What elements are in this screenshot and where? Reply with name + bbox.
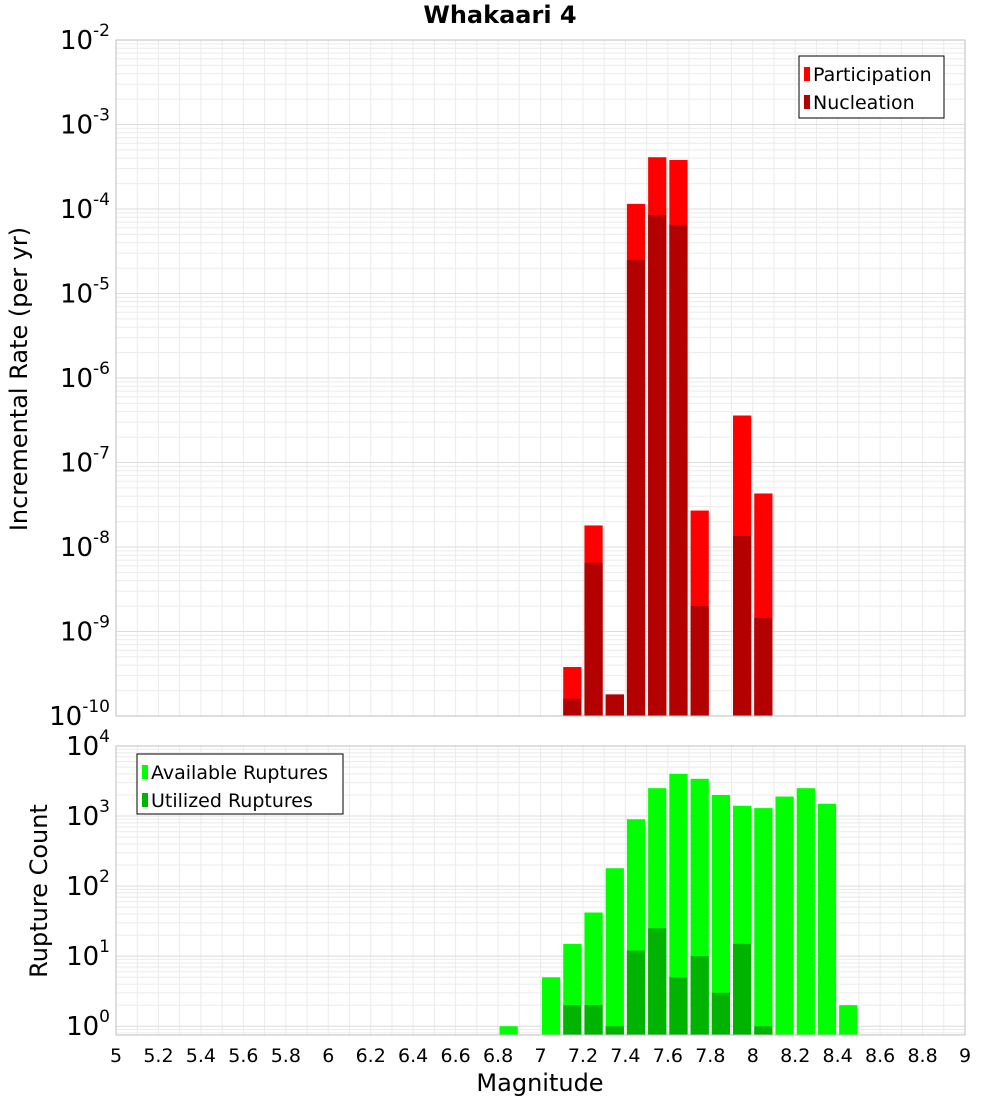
legend-label: Utilized Ruptures — [151, 790, 313, 812]
bar — [584, 1005, 603, 1035]
bar — [648, 928, 667, 1035]
bar — [626, 259, 646, 716]
bar — [584, 912, 603, 1035]
bar — [584, 562, 603, 716]
bar — [754, 617, 773, 716]
y-tick-label: 103 — [66, 797, 110, 832]
bar — [754, 808, 773, 1035]
x-tick-label: 8.4 — [823, 1045, 853, 1067]
y-tick-label: 10-2 — [60, 21, 110, 56]
bar — [605, 1026, 624, 1035]
y-tick-label: 10-7 — [60, 444, 110, 479]
bar — [669, 773, 688, 1035]
x-tick-label: 7.6 — [653, 1045, 683, 1067]
grid — [115, 39, 966, 717]
y-tick-label: 10-10 — [49, 697, 110, 732]
legend-swatch — [142, 765, 148, 779]
y-tick-label: 10-6 — [60, 359, 110, 394]
x-tick-label: 5.4 — [186, 1045, 216, 1067]
bar — [669, 977, 688, 1035]
y-tick-label: 104 — [66, 727, 110, 762]
y-tick-label: 101 — [66, 937, 110, 972]
x-tick-label: 9 — [959, 1045, 971, 1067]
x-tick-label: 7.8 — [695, 1045, 725, 1067]
legend-swatch — [804, 67, 810, 81]
bar — [775, 796, 794, 1035]
y-tick-label: 102 — [66, 867, 110, 902]
x-tick-label: 8.6 — [865, 1045, 895, 1067]
legend: Available Ruptures Utilized Ruptures — [136, 753, 344, 815]
bar — [669, 224, 688, 716]
legend: Participation Nucleation — [798, 55, 945, 119]
y-tick-label: 100 — [66, 1007, 110, 1042]
count-y-axis-title: Rupture Count — [25, 804, 53, 978]
bar — [605, 694, 624, 716]
y-tick-label: 10-5 — [60, 275, 110, 310]
x-tick-label: 6.8 — [483, 1045, 513, 1067]
legend-label: Participation — [813, 64, 932, 86]
x-tick-label: 7.2 — [568, 1045, 598, 1067]
bar — [499, 1026, 518, 1035]
y-tick-label: 10-9 — [60, 613, 110, 648]
bar — [711, 794, 731, 1035]
x-tick-label: 7.4 — [610, 1045, 640, 1067]
legend-box — [136, 753, 344, 815]
x-tick-label: 5.2 — [143, 1045, 173, 1067]
chart-title: Whakaari 4 — [423, 1, 576, 29]
series-utilized-ruptures — [563, 928, 773, 1035]
bar — [690, 606, 709, 716]
x-tick-label: 6.6 — [440, 1045, 470, 1067]
legend-label: Nucleation — [813, 92, 915, 114]
bar — [839, 1005, 858, 1035]
legend-label: Available Ruptures — [151, 762, 328, 784]
x-tick-label: 6 — [322, 1045, 334, 1067]
x-tick-label: 5.8 — [271, 1045, 301, 1067]
rate-y-axis-title: Incremental Rate (per yr) — [5, 227, 33, 531]
bar — [542, 977, 561, 1035]
legend-swatch — [142, 793, 148, 807]
y-tick-label: 10-4 — [60, 190, 110, 225]
bar — [754, 1026, 773, 1035]
bar — [690, 956, 709, 1035]
y-tick-label: 10-3 — [60, 106, 110, 141]
x-axis-title: Magnitude — [476, 1069, 603, 1097]
bar — [817, 803, 837, 1035]
count-panel: 100 101 102 103 104 5 5.2 5.4 5.6 5.8 6 6.2 6.4 6.6 6.… — [66, 727, 971, 1067]
x-tick-label: 6.2 — [356, 1045, 386, 1067]
x-tick-label: 8.2 — [780, 1045, 810, 1067]
y-tick-label: 10-8 — [60, 528, 110, 563]
x-tick-label: 6.4 — [398, 1045, 428, 1067]
plot-frame — [115, 39, 966, 717]
bar — [711, 992, 731, 1035]
legend-swatch — [804, 95, 810, 109]
bar — [563, 698, 582, 716]
x-tick-label: 5 — [110, 1045, 122, 1067]
legend-box — [798, 55, 945, 119]
x-tick-label: 7 — [534, 1045, 546, 1067]
series-nucleation — [563, 214, 773, 716]
x-tick-label: 8 — [747, 1045, 759, 1067]
bar — [796, 788, 815, 1035]
bar — [648, 214, 667, 716]
bar — [563, 1005, 582, 1035]
bar — [733, 943, 752, 1035]
rate-panel: 10-10 10-9 10-8 10-7 10-6 10-5 10-4 10-3 10-2 Par… — [49, 21, 966, 732]
x-tick-label: 5.6 — [228, 1045, 258, 1067]
bar — [733, 535, 752, 716]
plot-frame — [115, 745, 966, 1036]
bar — [605, 868, 624, 1035]
bar — [626, 950, 646, 1035]
x-tick-label: 8.8 — [907, 1045, 937, 1067]
